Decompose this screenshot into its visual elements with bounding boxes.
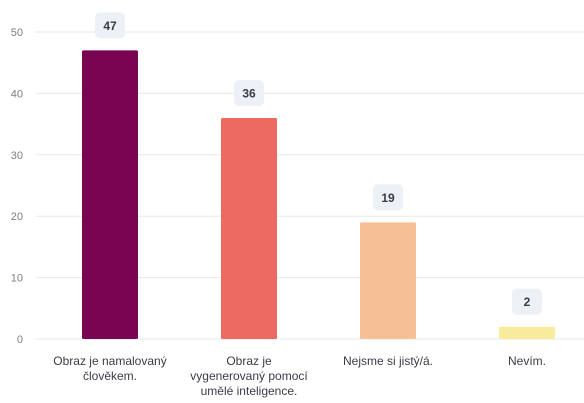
y-tick-label: 30 bbox=[11, 150, 23, 162]
data-labels: 47 36 19 2 bbox=[95, 12, 542, 315]
x-category-label-line: Obraz je bbox=[226, 354, 272, 368]
data-label: 19 bbox=[381, 191, 395, 205]
x-category-label-line: Obraz je namalovaný bbox=[53, 354, 166, 368]
data-label-bubble bbox=[373, 184, 403, 211]
x-category-label: Nevím. bbox=[508, 354, 546, 368]
x-category-label: Obraz je namalovaný člověkem. bbox=[53, 354, 166, 383]
bar bbox=[360, 222, 416, 339]
x-category-label: Nejsme si jistý/á. bbox=[343, 354, 433, 368]
bars bbox=[82, 50, 555, 340]
y-tick-label: 40 bbox=[11, 88, 23, 100]
data-label-bubble bbox=[234, 79, 264, 106]
y-tick-label: 10 bbox=[11, 273, 23, 285]
x-category-label-line: vygenerovaný pomocí bbox=[190, 369, 308, 383]
y-tick-label: 50 bbox=[11, 27, 23, 39]
data-label-bubble bbox=[512, 288, 542, 315]
x-category-label-line: Nejsme si jistý/á. bbox=[343, 354, 433, 368]
y-tick-label: 0 bbox=[17, 334, 23, 346]
bar bbox=[221, 117, 277, 340]
data-label: 47 bbox=[103, 19, 117, 33]
x-category-label-line: umělé inteligence. bbox=[201, 384, 298, 398]
x-axis-categories: Obraz je namalovaný člověkem. Obraz je vyge… bbox=[53, 354, 546, 398]
y-axis-ticks: 0 10 20 30 40 50 bbox=[11, 27, 23, 346]
bar bbox=[82, 50, 138, 340]
x-category-label-line: Nevím. bbox=[508, 354, 546, 368]
data-label: 36 bbox=[242, 86, 256, 100]
x-category-label-line: člověkem. bbox=[83, 369, 137, 383]
bar bbox=[499, 326, 555, 339]
x-category-label: Obraz je vygenerovaný pomocí umělé intelig… bbox=[190, 354, 308, 398]
y-tick-label: 20 bbox=[11, 211, 23, 223]
data-label-bubble bbox=[95, 12, 125, 39]
data-label: 2 bbox=[524, 295, 531, 309]
